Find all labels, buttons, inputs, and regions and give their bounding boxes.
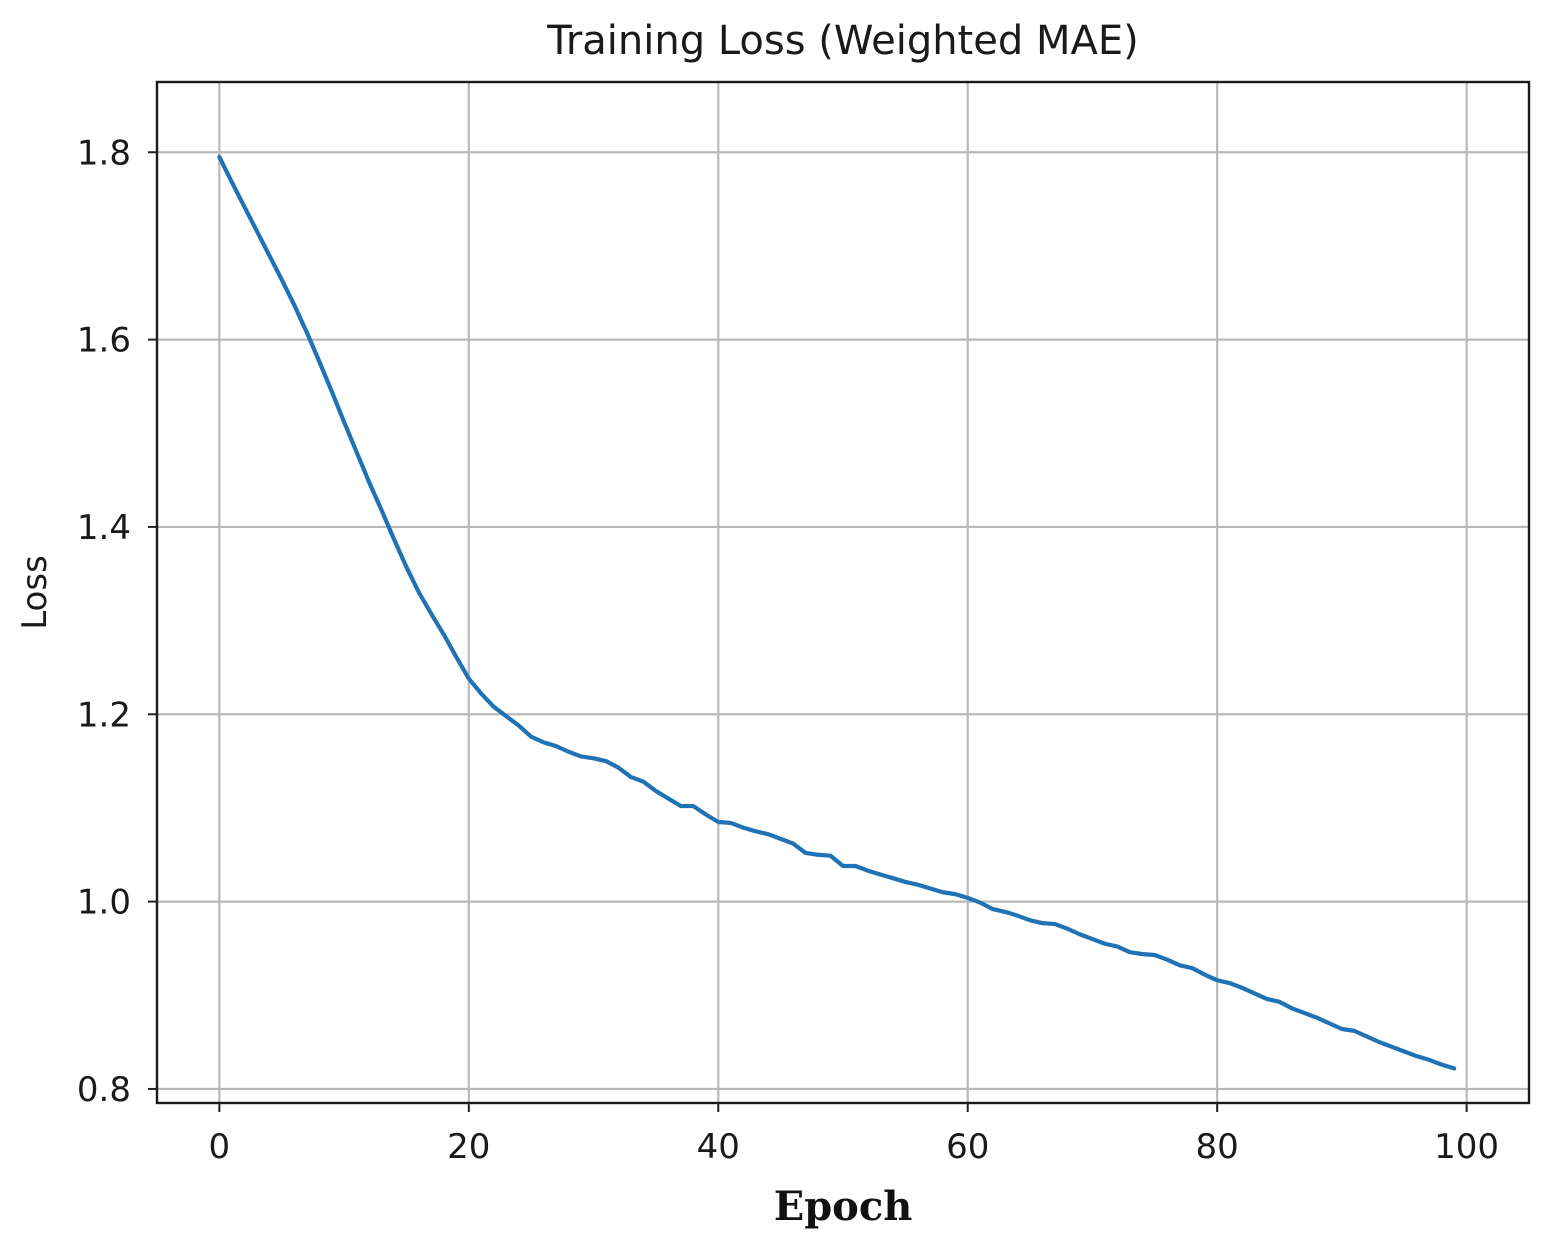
axis-ticks: 0 20 40 60 80 100 0.8 1.0 1.2 1.4 1.6 1.8 bbox=[77, 133, 1499, 1167]
y-tick-label: 1.8 bbox=[77, 133, 131, 173]
x-tick-label: 40 bbox=[697, 1127, 740, 1167]
x-tick-label: 80 bbox=[1196, 1127, 1239, 1167]
y-tick-label: 1.4 bbox=[77, 508, 131, 548]
plot-frame bbox=[155, 80, 1531, 1105]
y-tick-label: 1.2 bbox=[77, 695, 131, 735]
plot-area bbox=[217, 154, 1457, 1071]
y-axis-label: Loss bbox=[15, 555, 55, 630]
x-tick-label: 60 bbox=[946, 1127, 989, 1167]
grid bbox=[157, 82, 1529, 1103]
x-tick-label: 20 bbox=[447, 1127, 490, 1167]
y-tick-label: 1.0 bbox=[77, 883, 131, 923]
chart-title: Training Loss (Weighted MAE) bbox=[546, 18, 1138, 64]
x-tick-label: 0 bbox=[209, 1127, 231, 1167]
y-tick-label: 0.8 bbox=[77, 1070, 131, 1110]
y-tick-label: 1.6 bbox=[77, 321, 131, 361]
series-line-training-loss bbox=[217, 154, 1457, 1071]
x-tick-label: 100 bbox=[1434, 1127, 1499, 1167]
x-axis-label: Epoch bbox=[774, 1183, 913, 1230]
